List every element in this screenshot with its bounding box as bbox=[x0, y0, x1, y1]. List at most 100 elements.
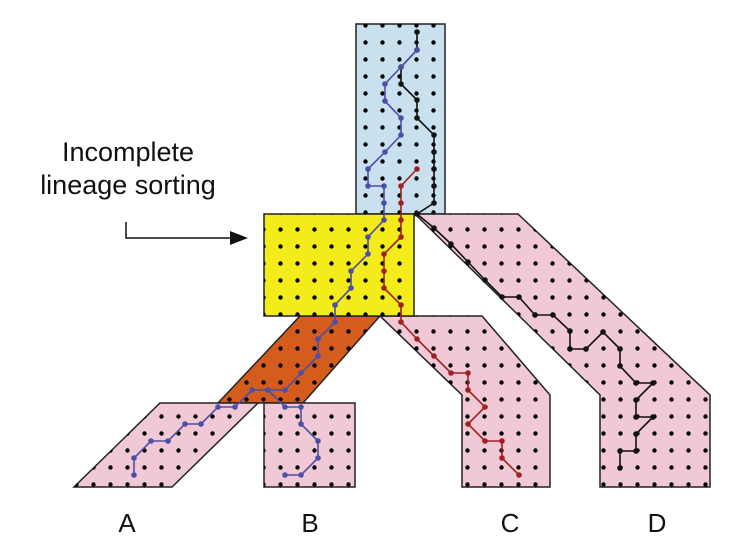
gene-copy-node bbox=[465, 387, 471, 393]
ancestral-population-top bbox=[355, 23, 446, 215]
gene-copy-node bbox=[398, 115, 404, 121]
gene-copy-node bbox=[182, 421, 188, 427]
gene-copy-node bbox=[382, 98, 388, 104]
gene-copy-node bbox=[414, 211, 420, 217]
gene-copy-node bbox=[382, 81, 388, 87]
gene-copy-node bbox=[567, 328, 573, 334]
gene-copy-node bbox=[617, 448, 623, 454]
species-branch-b bbox=[263, 402, 356, 488]
gene-copy-node bbox=[516, 294, 522, 300]
species-branch-c bbox=[378, 315, 551, 488]
gene-copy-node bbox=[131, 455, 137, 461]
gene-copy-node bbox=[499, 455, 505, 461]
gene-copy-node bbox=[398, 234, 404, 240]
tip-label-d: D bbox=[647, 508, 667, 538]
gene-copy-node bbox=[600, 329, 606, 335]
gene-lineage-black bbox=[398, 29, 656, 471]
gene-lineage-blue bbox=[131, 47, 420, 478]
gene-copy-node bbox=[499, 294, 505, 300]
gene-copy-node bbox=[398, 81, 404, 87]
gene-copy-node bbox=[431, 132, 437, 138]
gene-copy-node bbox=[431, 225, 437, 231]
gene-copy-node bbox=[448, 241, 454, 247]
gene-copy-node bbox=[198, 421, 204, 427]
gene-copy-node bbox=[365, 234, 371, 240]
gene-copy-node bbox=[482, 404, 488, 410]
gene-copy-node bbox=[398, 183, 404, 189]
gene-copy-node bbox=[414, 97, 420, 103]
gene-copy-node bbox=[365, 183, 371, 189]
gene-copy-node bbox=[298, 421, 304, 427]
gene-copy-node bbox=[465, 421, 471, 427]
species-branch-a bbox=[72, 402, 260, 488]
gene-copy-node bbox=[633, 397, 639, 403]
gene-copy-node bbox=[583, 346, 589, 352]
gene-copy-node bbox=[431, 149, 437, 155]
gene-copy-node bbox=[381, 183, 387, 189]
tip-label-c: C bbox=[500, 508, 520, 538]
gene-copy-node bbox=[398, 200, 404, 206]
gene-copy-node bbox=[315, 438, 321, 444]
gene-copy-node bbox=[381, 251, 387, 257]
gene-copy-node bbox=[398, 302, 404, 308]
gene-copy-node bbox=[633, 380, 639, 386]
ancestral-population-middle bbox=[263, 213, 415, 317]
gene-copy-node bbox=[381, 268, 387, 274]
gene-copy-node bbox=[414, 166, 420, 172]
callout-line-2: lineage sorting bbox=[40, 170, 216, 200]
gene-copy-node bbox=[249, 387, 255, 393]
gene-copy-node bbox=[398, 319, 404, 325]
gene-copy-node bbox=[298, 404, 304, 410]
gene-copy-node bbox=[332, 319, 338, 325]
gene-copy-node bbox=[365, 251, 371, 257]
gene-copy-node bbox=[465, 259, 471, 265]
gene-copy-node bbox=[633, 414, 639, 420]
gene-copy-node bbox=[398, 217, 404, 223]
gene-copy-node bbox=[482, 438, 488, 444]
gene-copy-node bbox=[650, 414, 656, 420]
gene-copy-node bbox=[282, 472, 288, 478]
gene-copy-node bbox=[431, 200, 437, 206]
gene-copy-node bbox=[315, 336, 321, 342]
gene-copy-node bbox=[617, 363, 623, 369]
gene-copy-node bbox=[431, 353, 437, 359]
gene-copy-node bbox=[348, 285, 354, 291]
incomplete-lineage-sorting-label: Incomplete lineage sorting bbox=[14, 136, 242, 202]
gene-copy-node bbox=[550, 312, 556, 318]
gene-copy-node bbox=[617, 346, 623, 352]
gene-copy-node bbox=[465, 370, 471, 376]
callout-arrow bbox=[125, 222, 248, 245]
gene-copy-node bbox=[398, 132, 404, 138]
gene-copy-node bbox=[282, 404, 288, 410]
gene-copy-node bbox=[382, 149, 388, 155]
gene-copy-node bbox=[265, 387, 271, 393]
gene-copy-node bbox=[414, 336, 420, 342]
gene-copy-node bbox=[215, 404, 221, 410]
gene-copy-node bbox=[348, 268, 354, 274]
gene-copy-node bbox=[315, 455, 321, 461]
gene-copy-node bbox=[633, 448, 639, 454]
gene-copy-node bbox=[482, 277, 488, 283]
tip-label-a: A bbox=[118, 508, 136, 538]
gene-copy-node bbox=[431, 166, 437, 172]
gene-copy-node bbox=[282, 387, 288, 393]
gene-copy-node bbox=[414, 47, 420, 53]
gene-copy-node bbox=[381, 285, 387, 291]
gene-copy-node bbox=[232, 404, 238, 410]
gene-copy-node bbox=[315, 353, 321, 359]
gene-copy-node bbox=[567, 346, 573, 352]
gene-copy-node bbox=[633, 431, 639, 437]
ancestral-population-ab bbox=[216, 315, 382, 404]
tip-label-b: B bbox=[301, 508, 319, 538]
gene-copy-node bbox=[131, 472, 137, 478]
gene-copy-node bbox=[617, 465, 623, 471]
gene-lineage-red bbox=[381, 166, 522, 478]
gene-copy-node bbox=[448, 370, 454, 376]
gene-copy-node bbox=[650, 380, 656, 386]
gene-copy-node bbox=[332, 302, 338, 308]
gene-copy-node bbox=[365, 166, 371, 172]
gene-copy-node bbox=[516, 472, 522, 478]
gene-copy-node bbox=[398, 64, 404, 70]
gene-copy-node bbox=[298, 370, 304, 376]
